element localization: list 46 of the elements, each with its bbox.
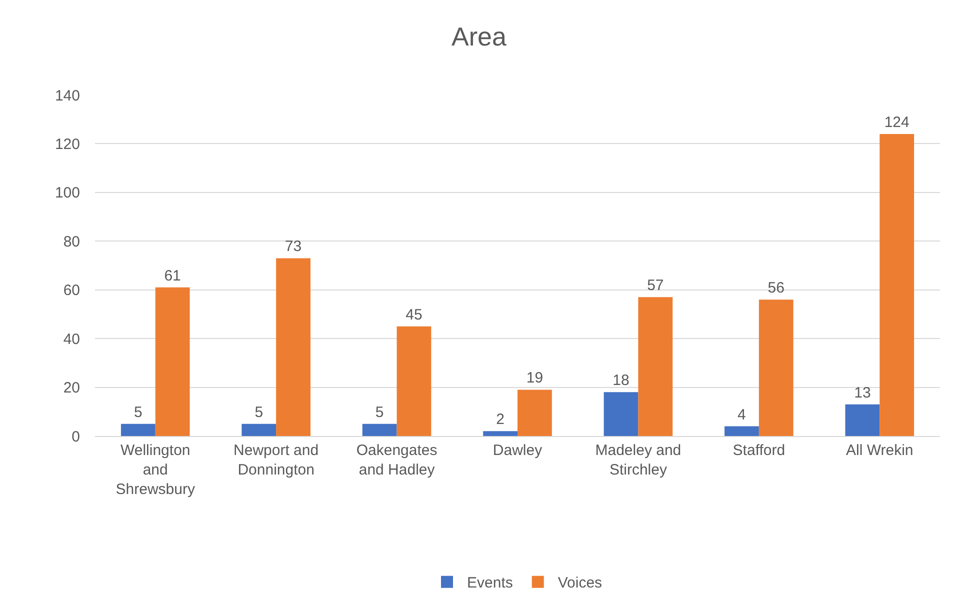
- bar: [362, 424, 397, 436]
- bar: [276, 258, 310, 436]
- x-tick-label: Dawley: [492, 442, 543, 459]
- bar: [724, 426, 759, 436]
- bar: [120, 424, 156, 436]
- bar: [880, 134, 914, 436]
- data-label: 18: [612, 372, 630, 390]
- y-tick-label: 120: [54, 136, 80, 153]
- data-label: 124: [884, 114, 910, 131]
- bar: [758, 300, 794, 436]
- y-tick-label: 40: [63, 330, 80, 348]
- x-tick-label: Stafford: [732, 442, 786, 459]
- bar: [604, 392, 638, 436]
- legend-label: Events: [467, 574, 513, 592]
- data-label: 5: [134, 404, 142, 421]
- data-label: 45: [406, 306, 422, 324]
- legend-label: Voices: [558, 574, 602, 592]
- x-tick-label: Wellington and Shrewsbury: [116, 442, 196, 498]
- data-label: 4: [738, 406, 746, 424]
- y-tick-label: 20: [63, 380, 80, 397]
- y-tick-label: 100: [54, 184, 80, 202]
- data-label: 56: [768, 280, 784, 297]
- bar: [483, 431, 518, 436]
- data-label: 73: [284, 238, 302, 256]
- bar: [396, 326, 432, 436]
- bar: [518, 390, 552, 436]
- x-tick-label: All Wrekin: [846, 442, 914, 459]
- bar: [155, 287, 190, 436]
- chart-title: Area: [452, 22, 507, 52]
- y-tick-label: 80: [63, 233, 80, 250]
- bar: [845, 404, 880, 436]
- y-tick-label: 0: [72, 428, 80, 446]
- data-label: 2: [496, 411, 504, 428]
- data-label: 61: [164, 267, 181, 284]
- x-tick-label: Madeley and Stirchley: [595, 442, 682, 478]
- y-tick-label: 60: [63, 282, 80, 300]
- x-tick-label: Newport and Donnington: [234, 442, 319, 478]
- bar: [638, 297, 673, 436]
- data-label: 57: [647, 277, 664, 294]
- data-label: 19: [526, 370, 544, 387]
- data-label: 5: [375, 404, 384, 421]
- data-label: 13: [854, 384, 871, 402]
- x-tick-label: Oakengates and Hadley: [356, 442, 438, 478]
- data-label: 5: [254, 404, 264, 421]
- bar: [242, 424, 276, 436]
- y-tick-label: 140: [54, 87, 80, 104]
